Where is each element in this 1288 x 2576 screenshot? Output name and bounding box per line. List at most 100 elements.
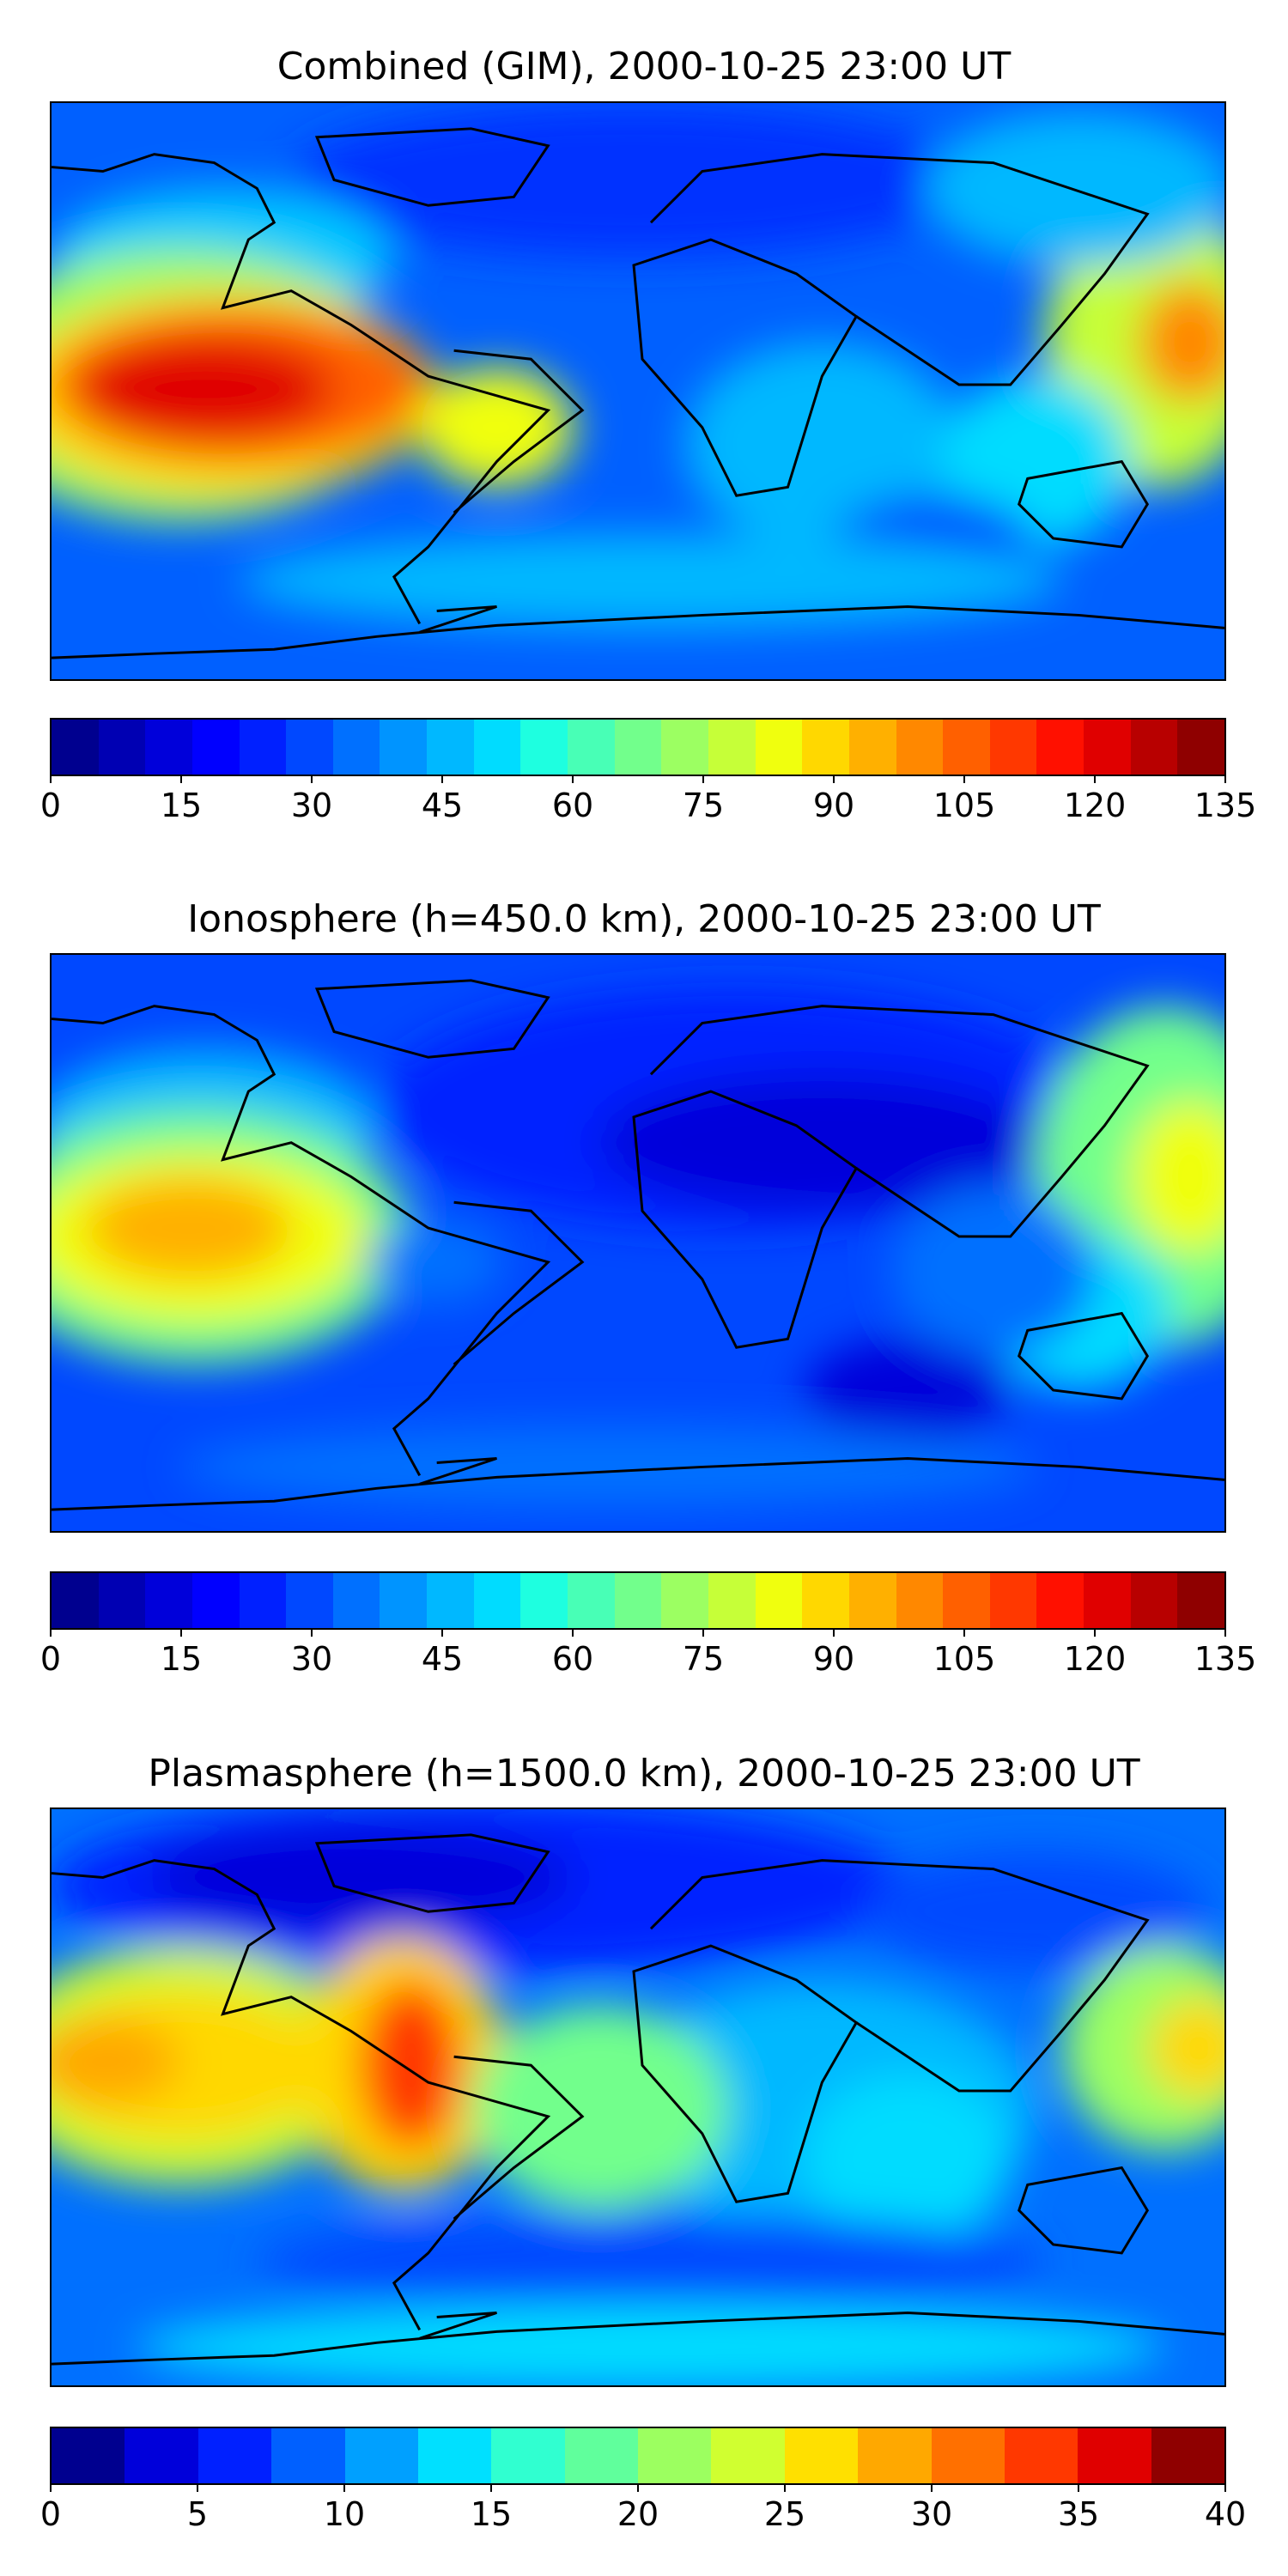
colorbar-tick-label: 15 — [160, 787, 203, 824]
colorbar-segment — [239, 1573, 287, 1628]
colorbar-ticks-plasmasphere: 0 5 10 15 20 25 30 35 40 — [40, 2483, 1246, 2537]
colorbar-tick-mark — [441, 1628, 443, 1637]
colorbar-tick-label: 5 — [186, 2495, 209, 2533]
colorbar-segment — [564, 2428, 638, 2483]
colorbar-segment — [755, 720, 803, 775]
colorbar-segment — [427, 720, 474, 775]
colorbar-segment — [98, 720, 146, 775]
colorbar-tick-mark — [197, 2483, 198, 2492]
colorbar-tick-label: 75 — [682, 787, 725, 824]
colorbar-tick-label: 20 — [617, 2495, 659, 2533]
colorbar-tick-label: 40 — [1204, 2495, 1247, 2533]
colorbar-tick-label: 90 — [812, 787, 855, 824]
colorbar-tick-mark — [833, 775, 835, 783]
colorbar-tick-mark — [572, 1628, 574, 1637]
colorbar-segment — [802, 1573, 849, 1628]
colorbar-tick-label: 10 — [323, 2495, 366, 2533]
colorbar-segment — [989, 1573, 1037, 1628]
colorbar-segment — [125, 2428, 198, 2483]
colorbar-segment — [614, 1573, 662, 1628]
colorbar-segment — [1151, 2428, 1224, 2483]
colorbar-tick-label: 30 — [290, 787, 333, 824]
colorbar-tick-label: 105 — [933, 1640, 996, 1678]
heatmap-combined — [52, 103, 1224, 679]
colorbar-segment — [848, 720, 896, 775]
colorbar-segment — [784, 2428, 859, 2483]
colorbar-tick-mark — [1078, 2483, 1079, 2492]
colorbar-tick-mark — [1224, 775, 1226, 783]
colorbar-segment — [848, 1573, 896, 1628]
colorbar-segment — [239, 720, 287, 775]
colorbar-segment — [191, 720, 240, 775]
coastlines — [52, 979, 1224, 1511]
coastlines — [52, 1833, 1224, 2366]
colorbar-tick-mark — [50, 2483, 52, 2492]
colorbar-tick-label: 105 — [933, 787, 996, 824]
colorbar-tick-mark — [180, 1628, 182, 1637]
colorbar-segment — [491, 2428, 565, 2483]
colorbar-tick-label: 120 — [1063, 1640, 1127, 1678]
colorbar-segment — [332, 720, 380, 775]
colorbar-combined — [50, 718, 1226, 776]
colorbar-tick-label: 0 — [39, 1640, 62, 1678]
colorbar-tick-label: 0 — [39, 787, 62, 824]
colorbar-tick-label: 60 — [551, 787, 594, 824]
colorbar-segment — [708, 1573, 756, 1628]
colorbar-segment — [271, 2428, 345, 2483]
colorbar-segment — [896, 720, 944, 775]
colorbar-tick-label: 90 — [812, 1640, 855, 1678]
heatmap-plasmasphere — [52, 1809, 1224, 2385]
colorbar-tick-label: 35 — [1057, 2495, 1100, 2533]
colorbar-tick-label: 25 — [763, 2495, 806, 2533]
colorbar-segment — [197, 2428, 272, 2483]
colorbar-segment — [191, 1573, 240, 1628]
colorbar-tick-label: 60 — [551, 1640, 594, 1678]
colorbar-plasmasphere — [50, 2427, 1226, 2485]
colorbar-segment — [1084, 1573, 1131, 1628]
colorbar-tick-mark — [963, 775, 965, 783]
colorbar-segment — [755, 1573, 803, 1628]
colorbar-tick-mark — [931, 2483, 933, 2492]
colorbar-segment — [989, 720, 1037, 775]
colorbar-segment — [568, 720, 615, 775]
panel-title: Ionosphere (h=450.0 km), 2000-10-25 23:0… — [187, 897, 1101, 941]
colorbar-tick-mark — [50, 775, 52, 783]
colorbar-tick-mark — [963, 1628, 965, 1637]
map-combined — [50, 101, 1226, 681]
colorbar-segment — [473, 1573, 521, 1628]
colorbar-tick-mark — [50, 1628, 52, 1637]
colorbar-tick-mark — [180, 775, 182, 783]
colorbar-tick-label: 30 — [910, 2495, 953, 2533]
colorbar-segment — [1177, 720, 1225, 775]
colorbar-segment — [380, 1573, 428, 1628]
colorbar-segment — [661, 1573, 708, 1628]
colorbar-segment — [427, 1573, 474, 1628]
colorbar-tick-mark — [1094, 1628, 1096, 1637]
colorbar-segment — [1177, 1573, 1225, 1628]
panel-title: Combined (GIM), 2000-10-25 23:00 UT — [276, 45, 1012, 88]
colorbar-segment — [520, 1573, 568, 1628]
colorbar-segment — [1004, 2428, 1078, 2483]
colorbar-segment — [896, 1573, 944, 1628]
colorbar-segment — [286, 720, 333, 775]
colorbar-tick-mark — [572, 775, 574, 783]
colorbar-tick-mark — [343, 2483, 345, 2492]
colorbar-segment — [1130, 720, 1178, 775]
colorbar-tick-mark — [441, 775, 443, 783]
colorbar-segment — [711, 2428, 785, 2483]
colorbar-segment — [473, 720, 521, 775]
colorbar-segment — [52, 720, 99, 775]
colorbar-tick-mark — [1224, 2483, 1226, 2492]
colorbar-tick-mark — [637, 2483, 639, 2492]
colorbar-tick-mark — [1224, 1628, 1226, 1637]
colorbar-ticks-ionosphere: 0 15 30 45 60 75 90 105 120 135 — [40, 1628, 1256, 1681]
colorbar-tick-label: 15 — [470, 2495, 513, 2533]
colorbar-segment — [931, 2428, 1005, 2483]
colorbar-segment — [1130, 1573, 1178, 1628]
coastlines — [52, 127, 1224, 659]
colorbar-tick-mark — [833, 1628, 835, 1637]
colorbar-segment — [145, 720, 192, 775]
colorbar-segment — [1078, 2428, 1151, 2483]
colorbar-tick-label: 135 — [1194, 787, 1257, 824]
colorbar-segment — [52, 1573, 99, 1628]
